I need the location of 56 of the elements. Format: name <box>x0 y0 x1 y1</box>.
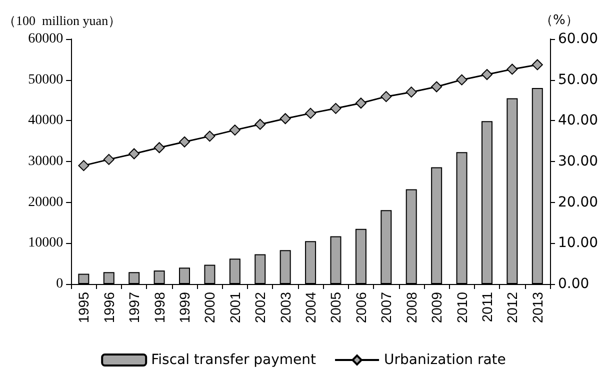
y2-tick-label: 30.00 <box>558 154 598 170</box>
point <box>506 64 518 75</box>
x-tick-label: 2005 <box>328 292 344 324</box>
x-tick-label: 2003 <box>277 292 294 324</box>
y2-tick-label: 40.00 <box>558 112 598 129</box>
x-tick-label: 2013 <box>529 292 546 324</box>
point <box>532 59 543 70</box>
point <box>204 130 216 142</box>
point <box>128 148 140 160</box>
y-tick-label: 30000 <box>28 154 64 169</box>
x-tick-label: 2007 <box>378 292 394 324</box>
point <box>280 113 291 124</box>
y2-axis-title: （%） <box>540 13 578 28</box>
point <box>103 154 114 165</box>
x-tick-label: 2008 <box>403 292 420 324</box>
point <box>456 74 468 86</box>
legend-label: Urbanization rate <box>384 352 506 368</box>
x-tick-label: 2011 <box>478 292 495 322</box>
y2-tick-label: 20.00 <box>558 194 598 210</box>
y2-tick-label: 0.00 <box>558 276 590 292</box>
x-tick-label: 2004 <box>302 292 319 324</box>
x-tick-label: 1998 <box>151 292 168 324</box>
point <box>305 108 316 119</box>
x-tick-label: 2006 <box>352 292 369 324</box>
x-tick-label: 2009 <box>428 292 445 324</box>
y-tick-label: 40000 <box>28 113 64 128</box>
point <box>78 160 90 172</box>
point <box>380 91 392 102</box>
x-tick-label: 1995 <box>76 292 92 324</box>
y-axis-title: （100 million yuan） <box>2 13 122 28</box>
y-tick-label: 50000 <box>28 72 64 88</box>
x-tick-label: 1996 <box>100 292 117 324</box>
y2-tick-label: 10.00 <box>558 235 598 252</box>
point <box>179 136 190 148</box>
y2-tick-label: 50.00 <box>558 72 598 88</box>
x-tick-label: 1999 <box>176 292 193 324</box>
point <box>431 81 442 92</box>
point <box>229 124 240 136</box>
x-tick-label: 2010 <box>454 292 470 324</box>
y-tick-label: 20000 <box>28 194 64 210</box>
point <box>154 142 165 154</box>
point <box>406 86 417 98</box>
x-tick-label: 2000 <box>202 292 218 324</box>
x-tick-label: 2001 <box>226 292 243 324</box>
y2-tick-label: 60.00 <box>558 31 598 47</box>
legend-label: Fiscal transfer payment <box>151 352 317 368</box>
y-tick-label: 0 <box>56 276 64 292</box>
x-tick-label: 2012 <box>504 292 520 324</box>
x-tick-label: 1997 <box>126 292 142 324</box>
point <box>254 118 266 130</box>
point <box>481 69 492 80</box>
point <box>330 102 342 114</box>
x-tick-label: 2002 <box>252 292 268 324</box>
point <box>355 98 366 109</box>
y-tick-label: 10000 <box>28 236 64 251</box>
y-tick-label: 60000 <box>28 32 64 46</box>
